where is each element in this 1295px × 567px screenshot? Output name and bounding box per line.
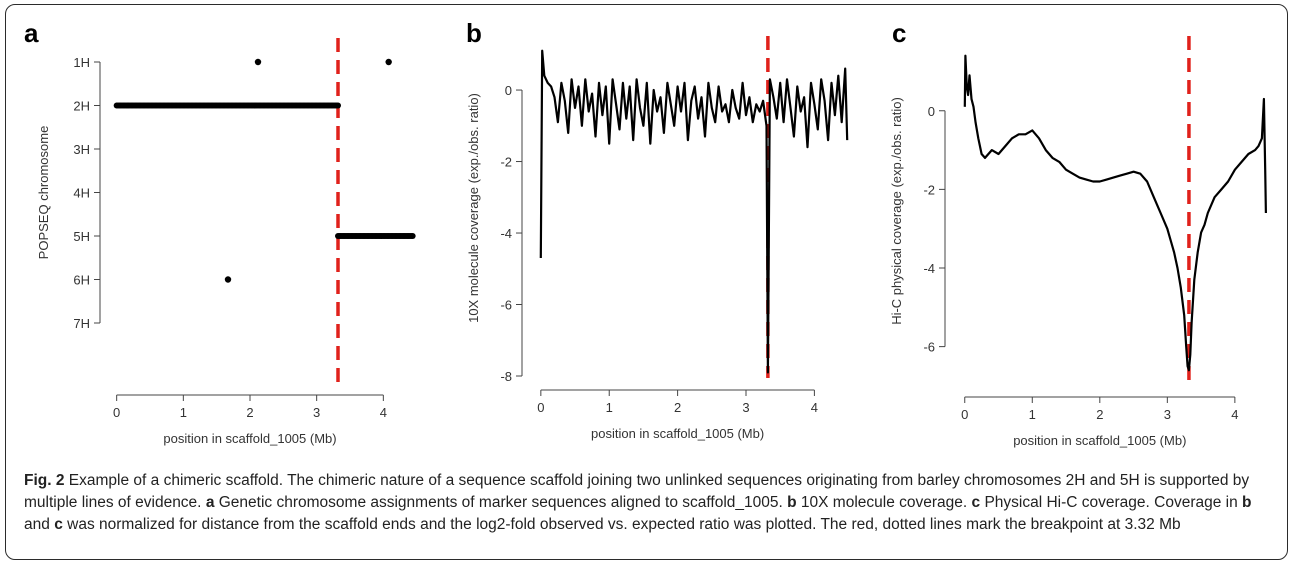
caption-c-ref: c — [54, 516, 63, 533]
y-axis-label-a: POPSEQ chromosome — [36, 126, 51, 260]
y-tick-label-b: -4 — [500, 226, 512, 241]
x-tick-label-c: 0 — [961, 407, 968, 422]
x-tick-label-c: 2 — [1096, 407, 1103, 422]
panel-a-chart: 1H 2H 3H 4H 5H 6H 7H POPSEQ chromosome 0 1 2 3 4 posi… — [36, 38, 416, 446]
y-tick-label-a: 4H — [73, 186, 90, 201]
y-tick-label-b: -8 — [500, 369, 512, 384]
x-tick-label-b: 1 — [606, 400, 613, 415]
x-axis-label-c: position in scaffold_1005 (Mb) — [1013, 433, 1186, 448]
y-tick-label-c: -4 — [923, 261, 935, 276]
x-tick-label-a: 4 — [380, 405, 387, 420]
x-tick-label-c: 4 — [1231, 407, 1238, 422]
x-axis-label-a: position in scaffold_1005 (Mb) — [163, 431, 336, 446]
data-point-outlier — [224, 276, 232, 283]
figure-caption: Fig. 2 Example of a chimeric scaffold. T… — [24, 470, 1269, 536]
y-axis-label-c: Hi-C physical coverage (exp./obs. ratio) — [889, 97, 904, 325]
x-tick-label-c: 3 — [1164, 407, 1171, 422]
caption-b-ref: b — [1242, 494, 1252, 511]
y-tick-label-c: -6 — [923, 340, 935, 355]
x-tick-label-b: 2 — [674, 400, 681, 415]
caption-c-text2: was normalized for distance from the sca… — [67, 516, 1181, 533]
caption-title: Example of a chimeric scaffold. — [68, 472, 284, 489]
caption-a-text: Genetic chromosome assignments of marker… — [218, 494, 783, 511]
panel-b-chart: 0 -2 -4 -6 -8 10X molecule coverage (exp./obs… — [466, 36, 849, 441]
y-tick-label-a: 1H — [73, 55, 90, 70]
panel-letter-a: a — [24, 18, 39, 48]
caption-c-text: Physical Hi-C coverage. Coverage in — [984, 494, 1238, 511]
panel-letter-b: b — [466, 18, 482, 48]
data-point-outlier — [385, 58, 392, 66]
panel-c-chart: 0 -2 -4 -6 Hi-C physical coverage (exp./obs.… — [889, 36, 1267, 448]
x-tick-label-b: 3 — [742, 400, 749, 415]
caption-a-label: a — [205, 494, 215, 511]
y-tick-label-c: -2 — [923, 182, 935, 197]
x-tick-label-a: 0 — [113, 405, 120, 420]
x-tick-label-b: 4 — [811, 400, 818, 415]
x-tick-label-b: 0 — [537, 400, 544, 415]
y-tick-label-a: 3H — [73, 142, 90, 157]
caption-and: and — [24, 516, 50, 533]
y-tick-label-b: 0 — [505, 83, 512, 98]
data-point-2H — [335, 102, 341, 109]
y-tick-label-a: 2H — [73, 99, 90, 114]
caption-b-text: 10X molecule coverage. — [800, 494, 968, 511]
x-tick-label-a: 1 — [180, 405, 187, 420]
series-line-b — [539, 49, 849, 374]
x-tick-label-c: 1 — [1029, 407, 1036, 422]
y-axis-label-b: 10X molecule coverage (exp./obs. ratio) — [466, 93, 481, 323]
series-line-c — [963, 54, 1267, 372]
caption-b-label: b — [787, 494, 797, 511]
y-tick-label-a: 5H — [73, 229, 90, 244]
caption-sentence: The chimeric nature of a sequence scaffo… — [24, 472, 1250, 511]
y-tick-label-c: 0 — [928, 104, 935, 119]
x-tick-label-a: 3 — [313, 405, 320, 420]
y-tick-label-a: 7H — [73, 316, 90, 331]
panel-letter-c: c — [892, 18, 906, 48]
y-tick-label-a: 6H — [73, 273, 90, 288]
caption-fig-label: Fig. 2 — [24, 472, 65, 489]
data-point-5H — [409, 233, 416, 239]
figure-panels: a b c 1H 2H 3H 4H 5H 6H 7H POPSEQ chromosome 0 1 2… — [24, 18, 1267, 448]
x-tick-label-a: 2 — [246, 405, 253, 420]
y-tick-label-b: -2 — [500, 155, 512, 170]
data-point-outlier — [254, 58, 262, 66]
x-axis-label-b: position in scaffold_1005 (Mb) — [591, 426, 764, 441]
y-tick-label-b: -6 — [500, 298, 512, 313]
caption-c-label: c — [971, 494, 981, 511]
